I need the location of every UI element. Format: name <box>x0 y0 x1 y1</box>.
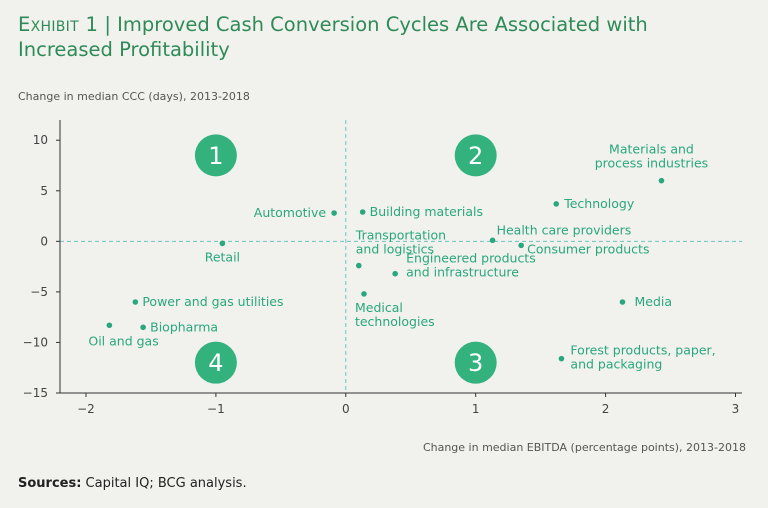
x-tick-label: 3 <box>732 402 740 416</box>
sources-text: Capital IQ; BCG analysis. <box>81 476 247 491</box>
data-point-label: and logistics <box>356 242 434 257</box>
data-point-label: Transportation <box>355 228 446 243</box>
x-tick-label: −1 <box>207 402 225 416</box>
data-point-label: Engineered products <box>406 251 536 266</box>
x-axis-label: Change in median EBITDA (percentage poin… <box>422 441 746 454</box>
y-tick-label: −5 <box>30 285 48 299</box>
x-tick-label: 0 <box>342 402 350 416</box>
data-point-label: Consumer products <box>527 241 649 256</box>
chart-title: Exhibit 1 | Improved Cash Conversion Cyc… <box>18 12 748 62</box>
data-point <box>518 242 524 249</box>
y-axis-label: Change in median CCC (days), 2013-2018 <box>18 90 250 103</box>
data-point-label: Forest products, paper, <box>570 343 715 358</box>
quadrant-marker <box>194 341 237 384</box>
data-point <box>359 209 366 215</box>
data-point-label: Oil and gas <box>88 333 158 348</box>
data-point <box>489 237 496 244</box>
quadrant-number: 1 <box>208 142 223 170</box>
data-point-label: Medical <box>355 300 403 315</box>
data-point <box>355 262 362 269</box>
data-point <box>558 355 565 362</box>
y-tick-label: 5 <box>40 184 48 198</box>
quadrant-number: 3 <box>468 349 483 377</box>
data-point <box>331 210 337 216</box>
quadrant-marker <box>454 134 497 177</box>
x-tick-label: −2 <box>77 402 95 416</box>
data-point-label: and infrastructure <box>406 265 519 280</box>
data-point <box>553 201 560 207</box>
data-point-label: Materials and <box>609 142 694 157</box>
data-point <box>132 299 139 305</box>
y-tick-label: −15 <box>23 386 48 400</box>
data-point-label: Health care providers <box>497 222 632 237</box>
data-point-label: technologies <box>355 314 435 329</box>
title-separator: | <box>98 13 118 36</box>
data-point <box>106 322 113 329</box>
data-point-label: Media <box>634 294 672 309</box>
data-point-label: Biopharma <box>150 319 218 334</box>
sources-note: Sources: Capital IQ; BCG analysis. <box>18 476 247 491</box>
data-point-label: Automotive <box>254 205 327 220</box>
x-tick-label: 2 <box>602 402 610 416</box>
title-text: Improved Cash Conversion Cycles Are Asso… <box>18 13 648 61</box>
data-point-label: and packaging <box>570 357 662 372</box>
data-point-label: Retail <box>205 249 240 264</box>
data-point <box>361 291 367 297</box>
data-point-label: Building materials <box>370 204 483 219</box>
y-tick-label: 10 <box>33 133 48 147</box>
data-point <box>219 240 226 247</box>
quadrant-number: 2 <box>468 142 483 170</box>
data-point-label: Power and gas utilities <box>142 294 283 309</box>
exhibit-number: Exhibit 1 <box>18 13 99 36</box>
x-tick-label: 1 <box>472 402 480 416</box>
y-tick-label: −10 <box>23 335 48 349</box>
data-point <box>658 177 665 184</box>
sources-label: Sources: <box>18 476 82 491</box>
data-point-label: Technology <box>563 196 635 211</box>
quadrant-number: 4 <box>208 349 223 377</box>
quadrant-marker <box>454 341 497 384</box>
quadrant-marker <box>194 134 237 177</box>
data-point <box>392 270 398 277</box>
data-point <box>140 324 146 331</box>
data-point <box>619 299 626 305</box>
y-tick-label: 0 <box>40 234 48 248</box>
data-point-label: process industries <box>595 156 709 171</box>
